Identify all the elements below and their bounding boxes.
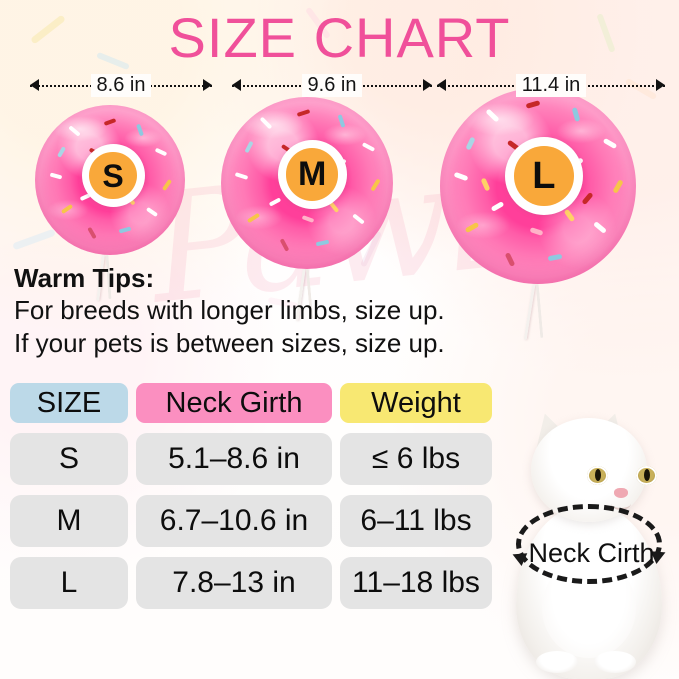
measurement-m: 9.6 in [232,72,432,98]
cell-size: M [10,495,128,547]
donut-collar-l: L [440,88,636,340]
cell-weight: ≤ 6 lbs [340,433,492,485]
measurement-row: 8.6 in 9.6 in 11.4 in [0,72,679,98]
arrow-left-icon [232,79,241,91]
table-row: S 5.1–8.6 in ≤ 6 lbs [10,433,508,485]
measurement-label: 9.6 in [301,73,363,97]
arrow-left-icon [437,79,446,91]
size-letter: M [297,155,327,194]
arrow-right-icon [656,79,665,91]
cell-neck-girth: 6.7–10.6 in [136,495,332,547]
donut-hole: M [277,140,347,209]
size-table: SIZE Neck Girth Weight S 5.1–8.6 in ≤ 6 … [10,383,508,619]
page-title: SIZE CHART [168,6,511,69]
collar-cord-2 [535,283,544,339]
measurement-label: 8.6 in [90,73,152,97]
donut-hole: S [81,144,145,207]
arrow-right-icon [423,79,432,91]
cell-neck-girth: 5.1–8.6 in [136,433,332,485]
cat-paw-right [594,651,636,673]
cat-eye-left [587,466,608,485]
table-row: M 6.7–10.6 in 6–11 lbs [10,495,508,547]
size-letter: S [102,157,124,194]
cat-illustration: Neck Cirth [498,408,679,679]
cell-size: L [10,557,128,609]
warm-tips-line-1: For breeds with longer limbs, size up. [14,295,445,325]
cat-nose [614,488,628,498]
cat-paw-left [536,651,578,673]
header-weight: Weight [340,383,492,423]
cell-weight: 6–11 lbs [340,495,492,547]
donut-collar-m: M [221,97,393,321]
warm-tips: Warm Tips: For breeds with longer limbs,… [14,262,534,360]
dashed-ring-icon [516,504,662,584]
warm-tips-line-2: If your pets is between sizes, size up. [14,328,445,358]
size-letter: L [532,155,556,198]
cell-neck-girth: 7.8–13 in [136,557,332,609]
donut-hole: L [504,137,584,216]
neck-measure-ring [509,504,669,584]
table-row: L 7.8–13 in 11–18 lbs [10,557,508,609]
cat-eye-right [636,466,657,485]
neck-girth-label: Neck Cirth [528,538,655,568]
arrow-left-icon [30,79,39,91]
table-header-row: SIZE Neck Girth Weight [10,383,508,423]
measurement-s: 8.6 in [30,72,212,98]
warm-tips-heading: Warm Tips: [14,263,155,293]
header-neck-girth: Neck Girth [136,383,332,423]
cell-weight: 11–18 lbs [340,557,492,609]
size-badge: M [286,148,339,201]
cell-size: S [10,433,128,485]
header-size: SIZE [10,383,128,423]
measurement-l: 11.4 in [437,72,665,98]
size-badge: S [89,151,137,200]
bg-streak [12,228,56,251]
size-badge: L [514,146,574,206]
arrow-right-icon [203,79,212,91]
measurement-label: 11.4 in [515,73,587,97]
donut-collar-s: S [35,105,185,302]
